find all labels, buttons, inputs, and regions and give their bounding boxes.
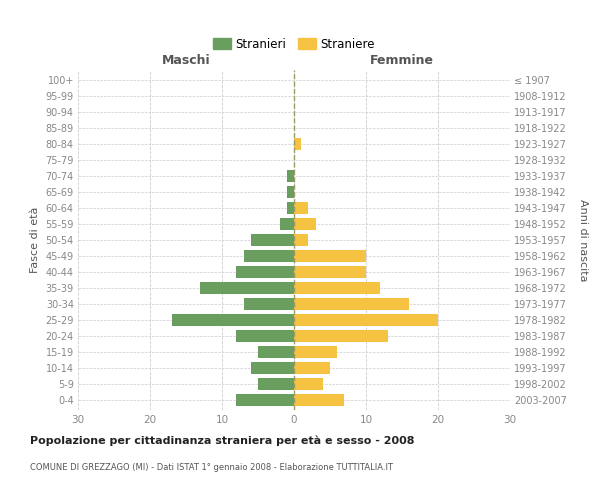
Bar [294, 330, 388, 342]
Bar [294, 202, 308, 214]
Bar [287, 186, 294, 198]
Bar [236, 330, 294, 342]
Bar [244, 250, 294, 262]
Bar [251, 234, 294, 246]
Text: Femmine: Femmine [370, 54, 434, 67]
Bar [258, 346, 294, 358]
Y-axis label: Anni di nascita: Anni di nascita [578, 198, 588, 281]
Bar [294, 346, 337, 358]
Bar [200, 282, 294, 294]
Bar [294, 378, 323, 390]
Bar [287, 170, 294, 182]
Bar [287, 202, 294, 214]
Bar [280, 218, 294, 230]
Bar [172, 314, 294, 326]
Bar [294, 314, 438, 326]
Bar [244, 298, 294, 310]
Bar [236, 266, 294, 278]
Y-axis label: Fasce di età: Fasce di età [30, 207, 40, 273]
Text: Maschi: Maschi [161, 54, 211, 67]
Text: Popolazione per cittadinanza straniera per età e sesso - 2008: Popolazione per cittadinanza straniera p… [30, 435, 415, 446]
Bar [294, 362, 330, 374]
Bar [294, 218, 316, 230]
Bar [294, 234, 308, 246]
Bar [294, 266, 366, 278]
Bar [294, 298, 409, 310]
Bar [251, 362, 294, 374]
Text: COMUNE DI GREZZAGO (MI) - Dati ISTAT 1° gennaio 2008 - Elaborazione TUTTITALIA.I: COMUNE DI GREZZAGO (MI) - Dati ISTAT 1° … [30, 462, 393, 471]
Bar [294, 282, 380, 294]
Legend: Stranieri, Straniere: Stranieri, Straniere [207, 32, 381, 56]
Bar [294, 250, 366, 262]
Bar [294, 138, 301, 150]
Bar [236, 394, 294, 406]
Bar [258, 378, 294, 390]
Bar [294, 394, 344, 406]
